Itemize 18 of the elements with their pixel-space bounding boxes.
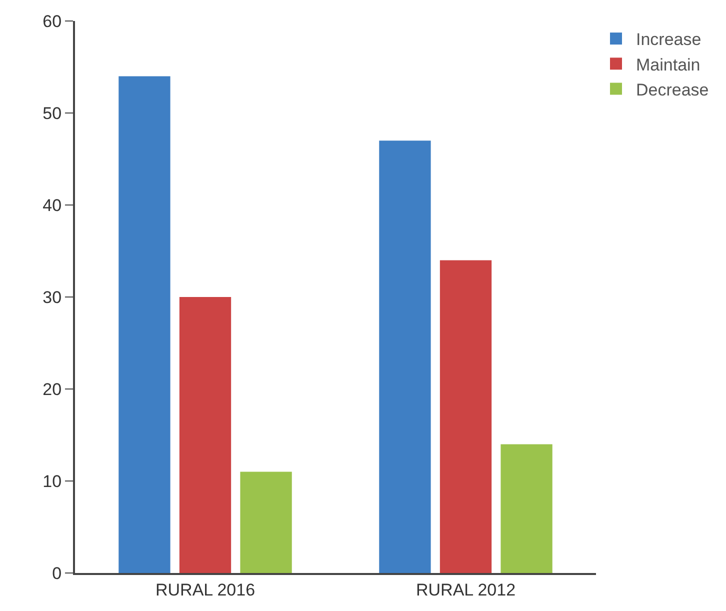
x-tick-label: RURAL 2012 xyxy=(416,580,516,600)
y-tick-label: 30 xyxy=(42,288,62,307)
bar xyxy=(118,76,170,573)
y-tick-label: 40 xyxy=(42,196,62,215)
y-tick-label: 60 xyxy=(42,12,62,31)
legend-label: Increase xyxy=(636,30,702,50)
y-tick-label: 10 xyxy=(42,472,62,491)
legend-label: Decrease xyxy=(636,80,709,100)
bar xyxy=(379,140,431,573)
y-tick-label: 50 xyxy=(42,104,62,123)
bar xyxy=(500,444,552,573)
bar xyxy=(240,472,292,573)
bar xyxy=(179,297,232,573)
y-tick-label: 20 xyxy=(42,380,62,399)
legend-label: Maintain xyxy=(636,55,700,74)
bar xyxy=(440,260,492,573)
x-tick-label: RURAL 2016 xyxy=(155,580,256,600)
y-tick-label: 0 xyxy=(52,564,62,583)
